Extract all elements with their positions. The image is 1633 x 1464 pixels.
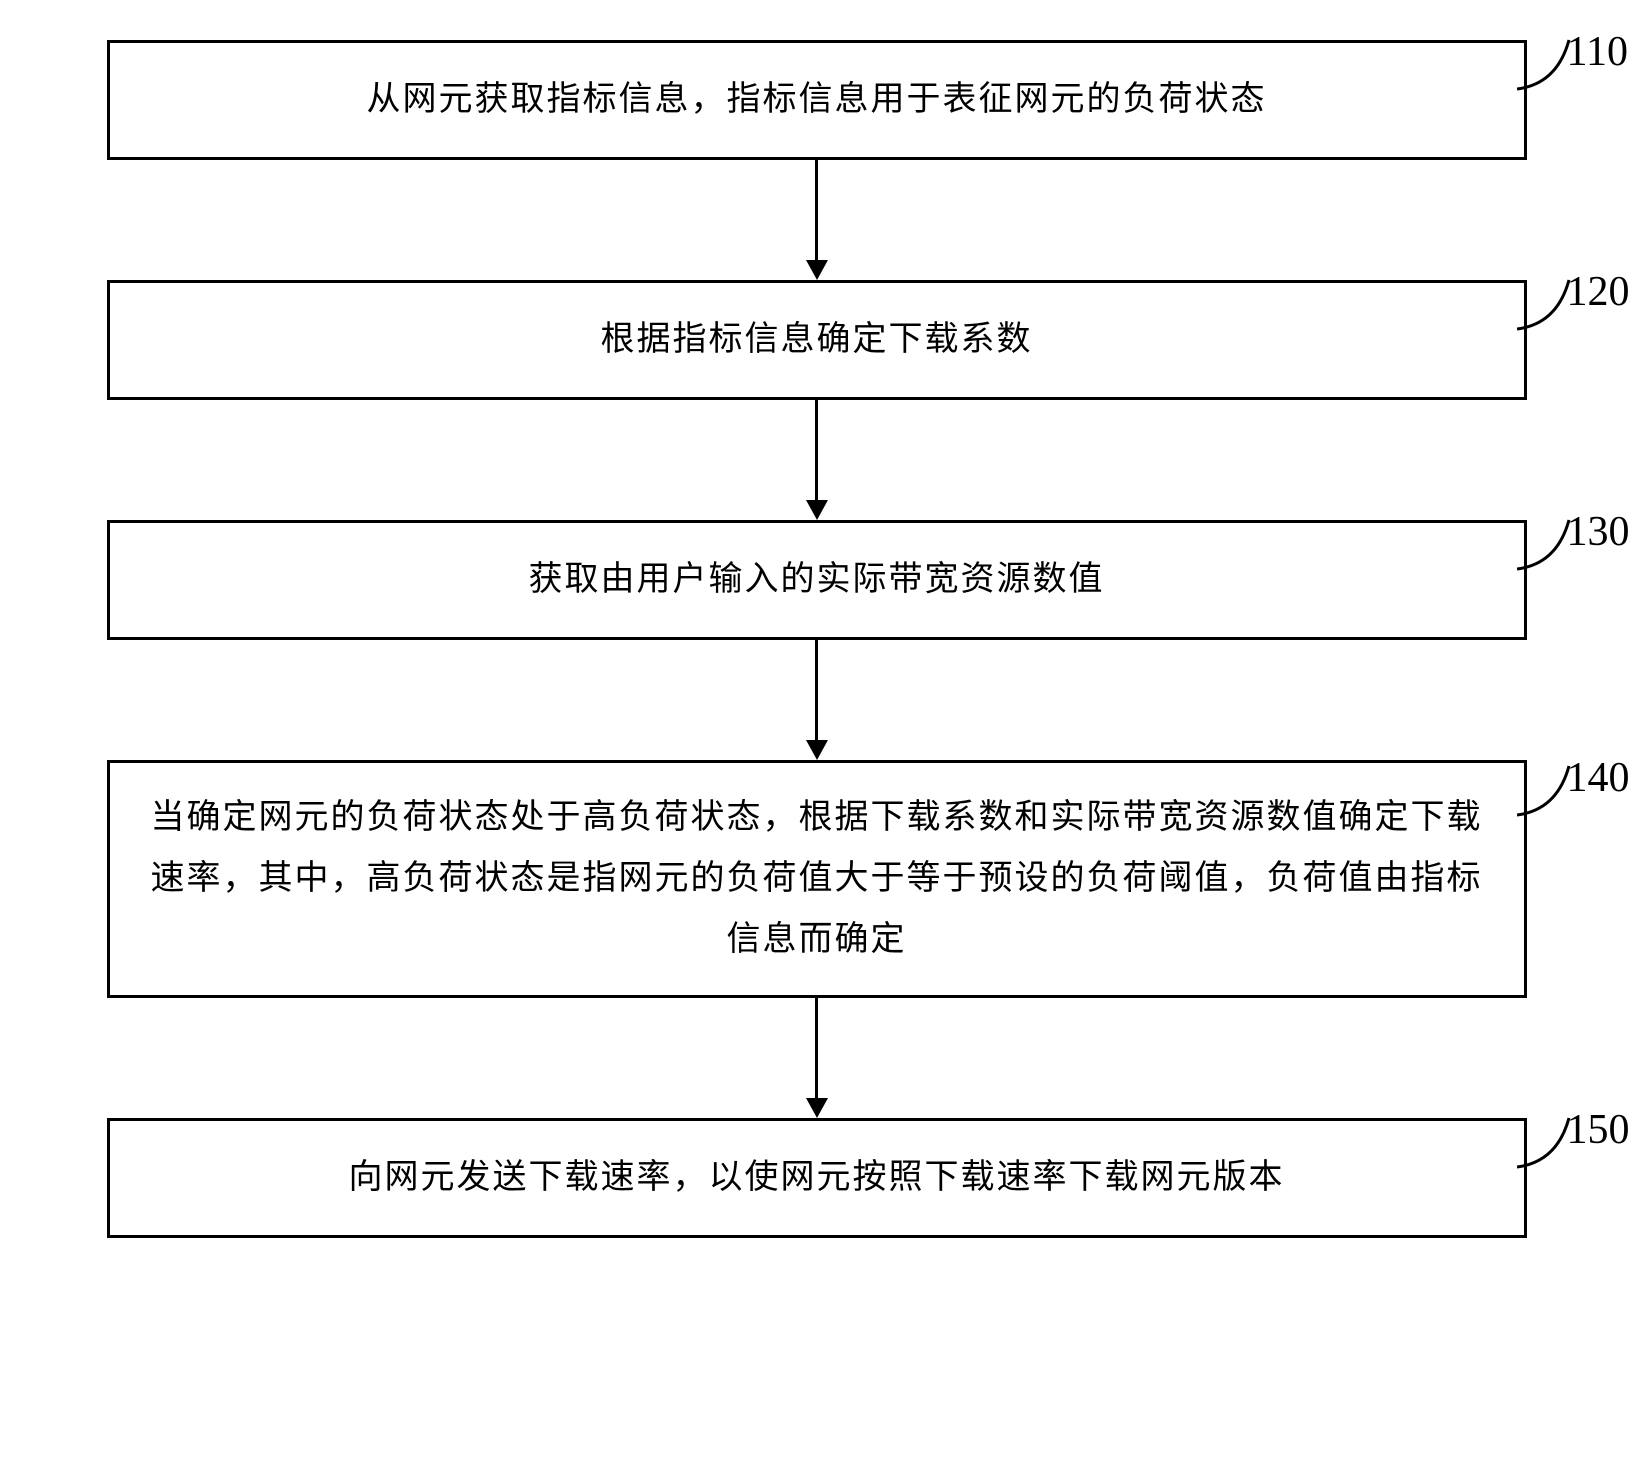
- label-text-110: 110: [1567, 29, 1628, 75]
- step-text-110: 从网元获取指标信息，指标信息用于表征网元的负荷状态: [367, 69, 1267, 130]
- step-text-130: 获取由用户输入的实际带宽资源数值: [529, 549, 1105, 610]
- step-box-150: 向网元发送下载速率，以使网元按照下载速率下载网元版本: [107, 1118, 1527, 1238]
- step-label-150: 150: [1567, 1106, 1630, 1154]
- step-row-140: 当确定网元的负荷状态处于高负荷状态，根据下载系数和实际带宽资源数值确定下载速率，…: [30, 760, 1603, 998]
- arrow-line: [815, 160, 818, 260]
- step-text-140: 当确定网元的负荷状态处于高负荷状态，根据下载系数和实际带宽资源数值确定下载速率，…: [140, 787, 1494, 971]
- arrow-head-icon: [806, 260, 828, 280]
- arrow-head-icon: [806, 1098, 828, 1118]
- step-row-150: 向网元发送下载速率，以使网元按照下载速率下载网元版本 150: [30, 1118, 1603, 1238]
- arrow-line: [815, 998, 818, 1098]
- arrow-140-150: [806, 998, 828, 1118]
- arrow-130-140: [806, 640, 828, 760]
- step-box-120: 根据指标信息确定下载系数: [107, 280, 1527, 400]
- step-label-130: 130: [1567, 508, 1630, 556]
- step-box-110: 从网元获取指标信息，指标信息用于表征网元的负荷状态: [107, 40, 1527, 160]
- arrow-line: [815, 640, 818, 740]
- step-row-130: 获取由用户输入的实际带宽资源数值 130: [30, 520, 1603, 640]
- step-label-140: 140: [1567, 754, 1630, 802]
- label-text-120: 120: [1567, 269, 1630, 315]
- arrow-line: [815, 400, 818, 500]
- step-text-120: 根据指标信息确定下载系数: [601, 309, 1033, 370]
- label-text-140: 140: [1567, 755, 1630, 801]
- arrow-110-120: [806, 160, 828, 280]
- label-text-130: 130: [1567, 509, 1630, 555]
- flowchart-container: 从网元获取指标信息，指标信息用于表征网元的负荷状态 110 根据指标信息确定下载…: [30, 40, 1603, 1238]
- step-box-140: 当确定网元的负荷状态处于高负荷状态，根据下载系数和实际带宽资源数值确定下载速率，…: [107, 760, 1527, 998]
- step-label-120: 120: [1567, 268, 1630, 316]
- step-label-110: 110: [1567, 28, 1628, 76]
- step-box-130: 获取由用户输入的实际带宽资源数值: [107, 520, 1527, 640]
- step-row-120: 根据指标信息确定下载系数 120: [30, 280, 1603, 400]
- arrow-120-130: [806, 400, 828, 520]
- step-row-110: 从网元获取指标信息，指标信息用于表征网元的负荷状态 110: [30, 40, 1603, 160]
- arrow-head-icon: [806, 740, 828, 760]
- arrow-head-icon: [806, 500, 828, 520]
- step-text-150: 向网元发送下载速率，以使网元按照下载速率下载网元版本: [349, 1147, 1285, 1208]
- label-text-150: 150: [1567, 1107, 1630, 1153]
